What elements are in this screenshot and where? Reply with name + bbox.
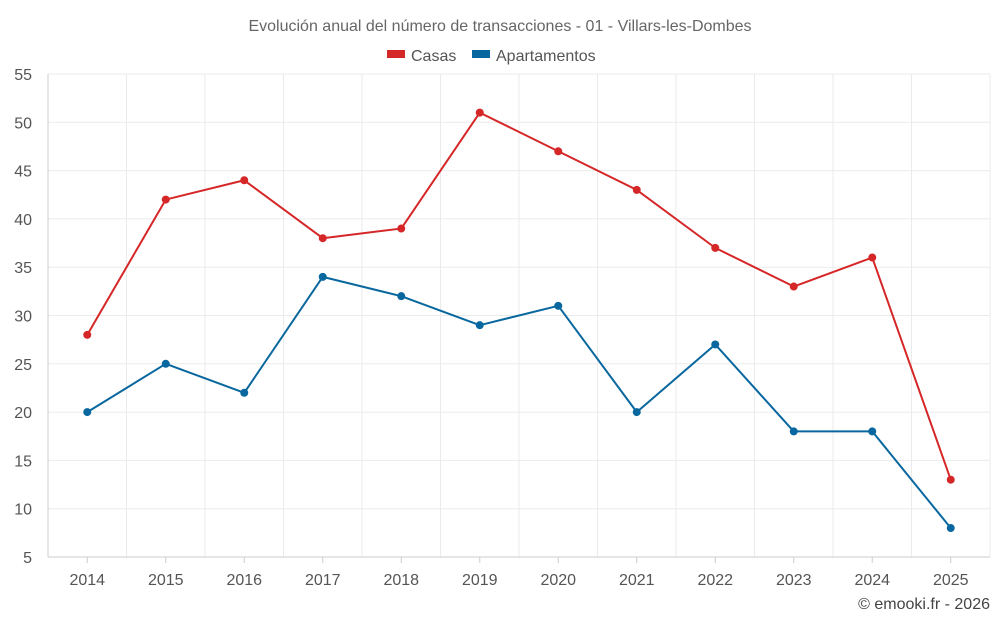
data-point-casas[interactable]: Casas 2025: 13 xyxy=(946,475,955,484)
series-line-apartamentos xyxy=(86,275,952,529)
legend-label-apartamentos: Apartamentos xyxy=(496,48,596,65)
data-point-apartamentos[interactable]: Apartamentos 2022: 27 xyxy=(711,340,720,349)
data-point-casas[interactable]: Casas 2020: 47 xyxy=(554,147,563,156)
data-point-apartamentos[interactable]: Apartamentos 2015: 25 xyxy=(161,359,170,368)
x-tick-label: 2018 xyxy=(383,572,419,589)
y-tick-label: 55 xyxy=(14,67,32,84)
data-point-casas[interactable]: Casas 2018: 39 xyxy=(397,224,406,233)
data-point-apartamentos[interactable]: Apartamentos 2024: 18 xyxy=(868,427,877,436)
x-tick-label: 2016 xyxy=(226,572,262,589)
chart-title: Evolución anual del número de transaccio… xyxy=(248,18,751,35)
data-point-apartamentos[interactable]: Apartamentos 2021: 20 xyxy=(632,408,641,417)
x-tick-label: 2014 xyxy=(69,572,105,589)
data-point-apartamentos[interactable]: Apartamentos 2014: 20 xyxy=(83,408,92,417)
data-point-casas[interactable]: Casas 2014: 28 xyxy=(83,330,92,339)
y-tick-label: 35 xyxy=(14,260,32,277)
x-tick-label: 2019 xyxy=(462,572,498,589)
data-point-apartamentos[interactable]: Apartamentos 2025: 8 xyxy=(946,524,955,533)
x-tick-label: 2021 xyxy=(619,572,655,589)
data-point-apartamentos[interactable]: Apartamentos 2019: 29 xyxy=(475,321,484,330)
y-tick-label: 45 xyxy=(14,164,32,181)
y-tick-label: 40 xyxy=(14,212,32,229)
legend-label-casas: Casas xyxy=(411,48,456,65)
data-point-casas[interactable]: Casas 2024: 36 xyxy=(868,253,877,262)
legend-item-apartamentos[interactable]: Apartamentos xyxy=(472,48,596,65)
x-tick-label: 2017 xyxy=(305,572,341,589)
y-tick-label: 5 xyxy=(23,550,32,567)
y-tick-label: 10 xyxy=(14,502,32,519)
y-tick-label: 25 xyxy=(14,357,32,374)
series: Casas 2014: 28 Casas 2015: 42 Casas 2016: … xyxy=(83,108,955,533)
data-point-apartamentos[interactable]: Apartamentos 2016: 22 xyxy=(240,388,249,397)
data-point-casas[interactable]: Casas 2017: 38 xyxy=(318,234,327,243)
data-point-casas[interactable]: Casas 2015: 42 xyxy=(161,195,170,204)
legend[interactable]: Casas Apartamentos xyxy=(387,48,596,65)
data-point-casas[interactable]: Casas 2016: 44 xyxy=(240,176,249,185)
y-tick-label: 15 xyxy=(14,453,32,470)
y-tick-label: 30 xyxy=(14,309,32,326)
data-point-casas[interactable]: Casas 2019: 51 xyxy=(475,108,484,117)
x-tick-label: 2025 xyxy=(933,572,969,589)
legend-item-casas[interactable]: Casas xyxy=(387,48,456,65)
x-tick-label: 2023 xyxy=(776,572,812,589)
data-point-casas[interactable]: Casas 2022: 37 xyxy=(711,243,720,252)
data-point-apartamentos[interactable]: Apartamentos 2018: 32 xyxy=(397,292,406,301)
data-point-apartamentos[interactable]: Apartamentos 2020: 31 xyxy=(554,301,563,310)
x-tick-label: 2020 xyxy=(540,572,576,589)
x-tick-label: 2022 xyxy=(697,572,733,589)
data-point-apartamentos[interactable]: Apartamentos 2017: 34 xyxy=(318,272,327,281)
data-point-casas[interactable]: Casas 2021: 43 xyxy=(632,185,641,194)
series-line-casas xyxy=(86,111,952,481)
legend-swatch-casas xyxy=(387,50,405,58)
data-point-apartamentos[interactable]: Apartamentos 2023: 18 xyxy=(789,427,798,436)
x-tick-label: 2015 xyxy=(148,572,184,589)
credit-text: © emooki.fr - 2026 xyxy=(858,596,990,613)
legend-swatch-apartamentos xyxy=(472,50,490,58)
data-point-casas[interactable]: Casas 2023: 33 xyxy=(789,282,798,291)
y-tick-label: 50 xyxy=(14,115,32,132)
x-tick-label: 2024 xyxy=(854,572,890,589)
y-tick-label: 20 xyxy=(14,405,32,422)
